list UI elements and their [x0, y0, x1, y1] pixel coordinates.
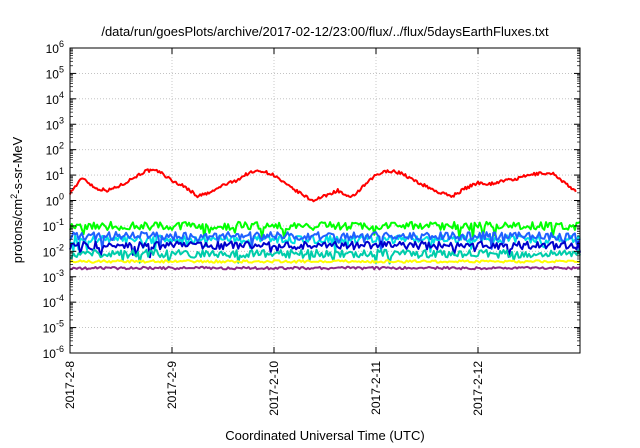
y-tick-exponent: -5 [56, 319, 64, 329]
y-tick-exponent: 4 [59, 90, 64, 100]
x-axis-label: Coordinated Universal Time (UTC) [225, 428, 424, 443]
y-axis-label: protons/cm2-s-sr-MeV [9, 136, 25, 263]
y-tick-label: 103 [46, 115, 64, 132]
y-tick-label: 10-1 [43, 217, 64, 234]
y-tick-label: 104 [46, 90, 64, 107]
x-tick-label: 2017-2-12 [471, 361, 485, 416]
y-tick-label: 106 [46, 39, 64, 56]
y-tick-exponent: -1 [56, 217, 64, 227]
series-layer [69, 168, 581, 271]
x-tick-label: 2017-2-10 [267, 361, 281, 416]
y-tick-label: 10-2 [43, 242, 64, 259]
y-tick-labels: 10-610-510-410-310-210-11001011021031041… [43, 39, 64, 361]
series-line-6 [69, 259, 581, 264]
series-line-0 [69, 168, 577, 203]
y-axis-label-superscript: 2 [9, 194, 19, 199]
y-tick-exponent: 3 [59, 115, 64, 125]
y-tick-label: 100 [46, 192, 64, 209]
y-tick-exponent: -3 [56, 268, 64, 278]
y-tick-label: 10-5 [43, 319, 64, 336]
y-tick-label: 10-4 [43, 293, 64, 310]
series-line-7 [69, 265, 581, 271]
y-tick-exponent: 2 [59, 141, 64, 151]
y-tick-exponent: 1 [59, 166, 64, 176]
y-tick-exponent: 6 [59, 39, 64, 49]
x-tick-label: 2017-2-8 [63, 361, 77, 409]
y-tick-exponent: 5 [59, 64, 64, 74]
x-tick-label: 2017-2-11 [369, 361, 383, 415]
x-tick-labels: 2017-2-8 2017-2-9 2017-2-10 2017-2-11 2017-2… [63, 361, 485, 416]
y-tick-exponent: -4 [56, 293, 64, 303]
y-axis-label-main: protons/cm [10, 199, 25, 263]
series-line-3 [69, 231, 581, 250]
y-tick-label: 105 [46, 64, 64, 81]
y-tick-label: 101 [46, 166, 64, 183]
y-tick-exponent: -6 [56, 344, 64, 354]
ticks [69, 47, 580, 354]
series-line-5 [70, 248, 581, 265]
y-axis-label-rest: -s-sr-MeV [10, 136, 25, 193]
x-tick-label: 2017-2-9 [165, 361, 179, 409]
y-tick-exponent: -2 [56, 242, 64, 252]
chart-title: /data/run/goesPlots/archive/2017-02-12/2… [101, 24, 549, 39]
y-tick-label: 10-3 [43, 268, 64, 285]
y-tick-label: 10-6 [43, 344, 64, 361]
y-tick-label: 102 [46, 141, 64, 158]
grid [70, 48, 580, 353]
series-line-4 [69, 240, 581, 259]
y-tick-exponent: 0 [59, 192, 64, 202]
